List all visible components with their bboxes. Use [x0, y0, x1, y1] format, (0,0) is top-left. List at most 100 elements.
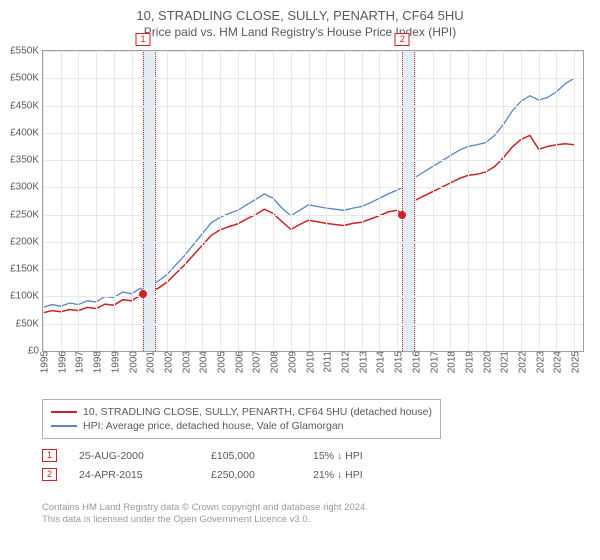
x-axis-label: 2012	[336, 351, 351, 373]
event-marker-label: 1	[136, 33, 151, 46]
y-axis-label: £300K	[10, 182, 43, 193]
event-delta: 15% ↓ HPI	[313, 450, 363, 462]
event-price: £105,000	[211, 450, 291, 462]
gridline-v	[379, 51, 380, 351]
y-axis-label: £350K	[10, 155, 43, 166]
gridline-h	[43, 106, 583, 107]
gridline-v	[185, 51, 186, 351]
legend-swatch	[51, 425, 77, 427]
x-axis-label: 2021	[496, 351, 511, 373]
x-axis-label: 2006	[230, 351, 245, 373]
gridline-h	[43, 215, 583, 216]
legend-label: HPI: Average price, detached house, Vale…	[83, 420, 344, 432]
y-axis-label: £400K	[10, 127, 43, 138]
event-number: 1	[42, 449, 57, 462]
plot-area: £0£50K£100K£150K£200K£250K£300K£350K£400…	[42, 50, 584, 352]
x-axis-label: 1996	[53, 351, 68, 373]
x-axis-label: 2019	[460, 351, 475, 373]
event-dot	[398, 211, 406, 219]
gridline-v	[78, 51, 79, 351]
gridline-h	[43, 269, 583, 270]
x-axis-label: 2020	[478, 351, 493, 373]
footer-text: Contains HM Land Registry data © Crown c…	[42, 502, 368, 527]
legend-row: 10, STRADLING CLOSE, SULLY, PENARTH, CF6…	[51, 405, 432, 419]
gridline-v	[539, 51, 540, 351]
x-axis-label: 2015	[390, 351, 405, 373]
chart-title-line1: 10, STRADLING CLOSE, SULLY, PENARTH, CF6…	[0, 0, 600, 23]
x-axis-label: 2009	[283, 351, 298, 373]
gridline-v	[291, 51, 292, 351]
y-axis-label: £100K	[10, 291, 43, 302]
gridline-h	[43, 133, 583, 134]
x-axis-label: 2022	[514, 351, 529, 373]
x-axis-label: 2010	[301, 351, 316, 373]
gridline-v	[433, 51, 434, 351]
event-number: 2	[42, 468, 57, 481]
x-axis-label: 2007	[248, 351, 263, 373]
event-row: 1 25-AUG-2000 £105,000 15% ↓ HPI	[42, 446, 363, 465]
y-axis-label: £150K	[10, 264, 43, 275]
x-axis-label: 1998	[89, 351, 104, 373]
event-delta: 21% ↓ HPI	[313, 469, 363, 481]
x-axis-label: 2014	[372, 351, 387, 373]
y-axis-label: £200K	[10, 236, 43, 247]
y-axis-label: £50K	[16, 318, 43, 329]
gridline-h	[43, 296, 583, 297]
chart-container: 10, STRADLING CLOSE, SULLY, PENARTH, CF6…	[0, 0, 600, 560]
gridline-v	[486, 51, 487, 351]
x-axis-label: 2002	[159, 351, 174, 373]
x-axis-label: 2005	[213, 351, 228, 373]
gridline-v	[220, 51, 221, 351]
x-axis-label: 2018	[443, 351, 458, 373]
gridline-v	[273, 51, 274, 351]
gridline-h	[43, 187, 583, 188]
gridline-v	[43, 51, 44, 351]
event-marker-label: 2	[395, 33, 410, 46]
footer-line1: Contains HM Land Registry data © Crown c…	[42, 502, 368, 514]
gridline-v	[362, 51, 363, 351]
x-axis-label: 1997	[71, 351, 86, 373]
x-axis-label: 2008	[266, 351, 281, 373]
x-axis-label: 2003	[177, 351, 192, 373]
y-axis-label: £450K	[10, 100, 43, 111]
chart-title-line2: Price paid vs. HM Land Registry's House …	[0, 23, 600, 39]
gridline-v	[503, 51, 504, 351]
gridline-v	[167, 51, 168, 351]
gridline-v	[326, 51, 327, 351]
x-axis-label: 2004	[195, 351, 210, 373]
gridline-v	[149, 51, 150, 351]
x-axis-label: 2016	[407, 351, 422, 373]
event-table: 125-AUG-2000£105,00015% ↓ HPI224-APR-201…	[42, 446, 363, 484]
event-row: 224-APR-2015£250,00021% ↓ HPI	[42, 465, 363, 484]
y-axis-label: £500K	[10, 73, 43, 84]
gridline-v	[521, 51, 522, 351]
gridline-v	[468, 51, 469, 351]
y-axis-label: £550K	[10, 46, 43, 57]
gridline-v	[397, 51, 398, 351]
gridline-v	[344, 51, 345, 351]
gridline-h	[43, 78, 583, 79]
gridline-v	[556, 51, 557, 351]
gridline-h	[43, 51, 583, 52]
x-axis-label: 2001	[142, 351, 157, 373]
x-axis-label: 2011	[319, 351, 334, 373]
gridline-v	[255, 51, 256, 351]
gridline-h	[43, 160, 583, 161]
x-axis-label: 1999	[106, 351, 121, 373]
gridline-v	[132, 51, 133, 351]
event-shade	[402, 51, 415, 351]
gridline-v	[415, 51, 416, 351]
event-price: £250,000	[211, 469, 291, 481]
gridline-v	[114, 51, 115, 351]
legend-label: 10, STRADLING CLOSE, SULLY, PENARTH, CF6…	[83, 406, 432, 418]
chart-svg	[43, 51, 583, 351]
event-date: 25-AUG-2000	[79, 450, 189, 462]
legend-box: 10, STRADLING CLOSE, SULLY, PENARTH, CF6…	[42, 399, 441, 439]
gridline-v	[96, 51, 97, 351]
event-dot	[139, 290, 147, 298]
gridline-v	[202, 51, 203, 351]
gridline-v	[309, 51, 310, 351]
x-axis-label: 2023	[531, 351, 546, 373]
footer-line2: This data is licensed under the Open Gov…	[42, 514, 368, 526]
gridline-v	[238, 51, 239, 351]
